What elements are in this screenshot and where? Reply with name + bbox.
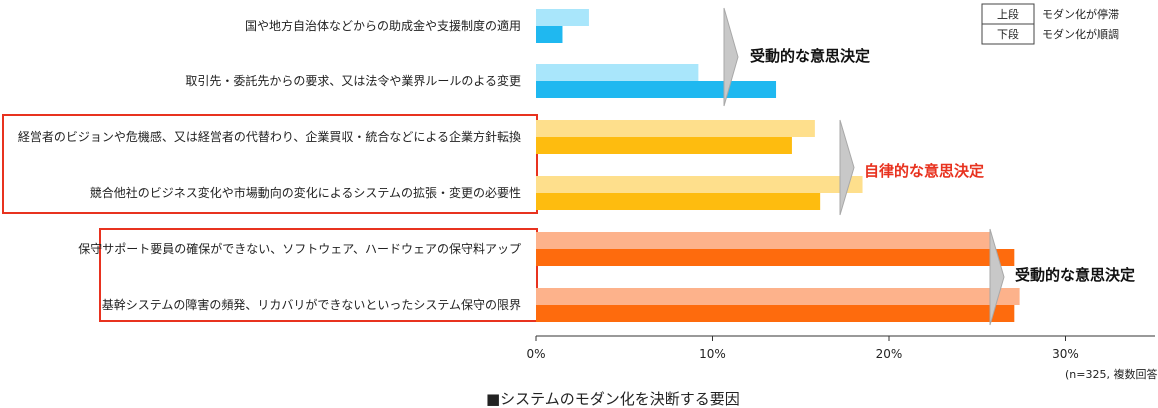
bar-upper-5 <box>536 288 1020 305</box>
group-chevron-2 <box>989 228 1005 326</box>
group-chevron-1 <box>839 119 855 216</box>
bar-upper-4 <box>536 232 992 249</box>
category-label-5: 基幹システムの障害の頻発、リカバリができないといったシステム保守の限界 <box>102 297 521 312</box>
bar-upper-3 <box>536 176 863 193</box>
highlight-box-1 <box>2 114 538 214</box>
category-label-1: 取引先・委託先からの要求、又は法令や業界ルールのよる変更 <box>185 73 521 88</box>
bar-upper-1 <box>536 64 699 81</box>
category-label-2: 経営者のビジョンや危機感、又は経営者の代替わり、企業買収・統合などによる企業方針… <box>18 129 521 144</box>
category-labels: 国や地方自治体などからの助成金や支援制度の適用取引先・委託先からの要求、又は法令… <box>18 18 521 312</box>
legend-key-box-1 <box>981 23 1035 45</box>
legend-label-0: モダン化が停滞 <box>1042 7 1119 21</box>
x-tick-label-3: 30% <box>1052 347 1079 361</box>
legend-label-1: モダン化が順調 <box>1042 27 1119 41</box>
bar-lower-2 <box>536 137 792 154</box>
highlight-boxes <box>2 114 538 322</box>
category-label-0: 国や地方自治体などからの助成金や支援制度の適用 <box>245 18 521 33</box>
bar-lower-0 <box>536 26 563 43</box>
x-tick-label-1: 10% <box>699 347 726 361</box>
bar-lower-1 <box>536 81 777 98</box>
group-label-1: 自律的な意思決定 <box>864 162 984 180</box>
x-tick-label-0: 0% <box>526 347 545 361</box>
bar-lower-5 <box>536 305 1015 322</box>
group-label-0: 受動的な意思決定 <box>750 47 870 65</box>
group-label-2: 受動的な意思決定 <box>1015 266 1135 284</box>
bars <box>536 9 1020 322</box>
bar-lower-4 <box>536 249 1015 266</box>
bar-upper-2 <box>536 120 815 137</box>
x-axis: 0% 10% 20% 30% <box>526 335 1155 361</box>
bar-upper-0 <box>536 9 589 26</box>
category-label-3: 競合他社のビジネス変化や市場動向の変化によるシステムの拡張・変更の必要性 <box>90 185 521 200</box>
bar-lower-3 <box>536 193 821 210</box>
sample-note: (n=325, 複数回答あり) <box>1065 367 1158 381</box>
x-tick-label-2: 20% <box>876 347 903 361</box>
group-chevron-0 <box>723 7 739 107</box>
chart-title: ■システムのモダン化を決断する要因 <box>486 390 740 408</box>
legend-key-0: 上段 <box>997 7 1019 21</box>
highlight-box-2 <box>99 228 538 322</box>
category-label-4: 保守サポート要員の確保ができない、ソフトウェア、ハードウェアの保守料アップ <box>78 241 521 256</box>
legend-key-1: 下段 <box>997 27 1019 41</box>
